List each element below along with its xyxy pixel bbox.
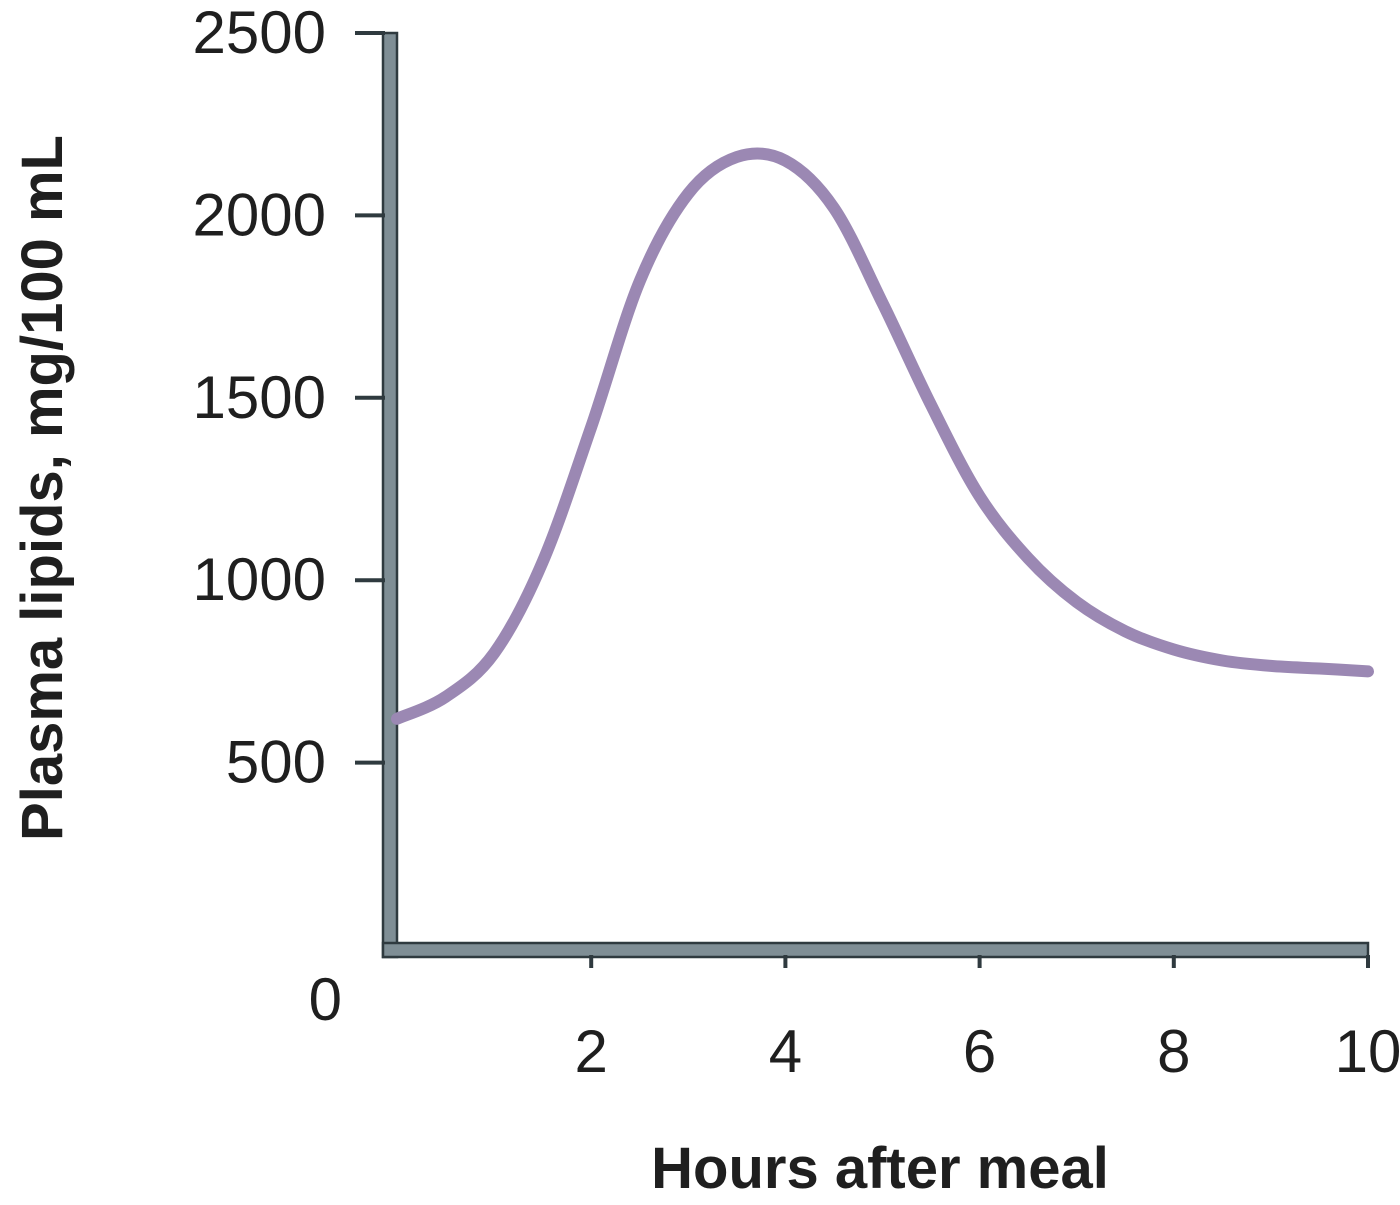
x-tick-label: 2 bbox=[575, 1018, 608, 1085]
y-tick-label: 2500 bbox=[193, 0, 326, 66]
y-axis-label: Plasma lipids, mg/100 mL bbox=[10, 135, 75, 841]
y-axis-line bbox=[381, 31, 399, 959]
x-tick-label: 6 bbox=[963, 1018, 996, 1085]
y-tick-label: 1500 bbox=[193, 364, 326, 431]
y-tick-label: 500 bbox=[226, 729, 326, 796]
y-axis-ticks: 0 500 1000 1500 2000 2500 bbox=[193, 0, 385, 1033]
x-tick-label: 10 bbox=[1335, 1018, 1400, 1085]
x-tick-label: 4 bbox=[769, 1018, 802, 1085]
x-axis-label: Hours after meal bbox=[651, 1136, 1109, 1200]
axes bbox=[381, 31, 1370, 959]
series-layer bbox=[391, 147, 1374, 725]
series-line-plasma-lipids bbox=[391, 147, 1374, 725]
y-tick-label: 1000 bbox=[193, 546, 326, 613]
y-tick-label: 0 bbox=[309, 966, 342, 1033]
x-axis-ticks: 2 4 6 8 10 bbox=[575, 955, 1400, 1085]
x-axis-line bbox=[381, 941, 1370, 959]
x-tick-label: 8 bbox=[1157, 1018, 1190, 1085]
y-tick-label: 2000 bbox=[193, 181, 326, 248]
